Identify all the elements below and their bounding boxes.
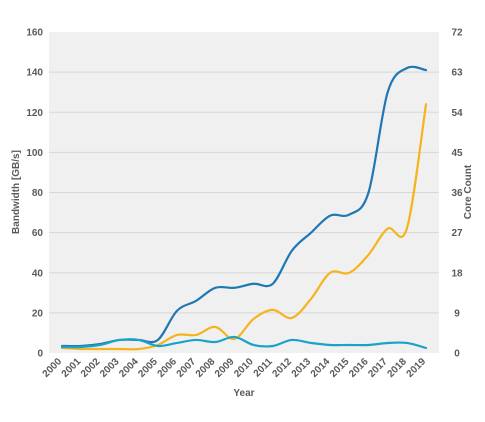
right-tick-label: 18 bbox=[451, 268, 463, 279]
x-tick-label: 2012 bbox=[271, 356, 295, 380]
x-tick-label: 2000 bbox=[41, 356, 65, 380]
right-tick-label: 45 bbox=[451, 148, 463, 159]
series-line-2 bbox=[60, 103, 428, 351]
x-axis-title: Year bbox=[233, 388, 254, 399]
left-tick-label: 120 bbox=[26, 108, 43, 119]
series-lines bbox=[60, 65, 428, 351]
left-tick-label: 100 bbox=[26, 148, 43, 159]
x-tick-label: 2002 bbox=[79, 356, 103, 380]
left-tick-label: 80 bbox=[32, 188, 44, 199]
right-tick-label: 54 bbox=[451, 108, 463, 119]
series-line-3 bbox=[60, 335, 428, 350]
x-tick-label: 2018 bbox=[385, 356, 409, 380]
x-tick-label: 2010 bbox=[232, 356, 256, 380]
right-tick-label: 27 bbox=[451, 228, 463, 239]
x-tick-label: 2003 bbox=[98, 356, 122, 380]
right-axis-ticks: 0 9 18 27 36 45 54 63 72 bbox=[451, 28, 463, 360]
right-tick-label: 63 bbox=[451, 68, 463, 79]
left-axis-ticks: 0 20 40 60 80 100 120 140 160 bbox=[26, 28, 43, 360]
left-tick-label: 160 bbox=[26, 28, 43, 39]
right-tick-label: 9 bbox=[454, 308, 460, 319]
x-tick-label: 2001 bbox=[60, 356, 84, 380]
x-tick-label: 2005 bbox=[136, 356, 160, 380]
left-tick-label: 20 bbox=[32, 308, 44, 319]
right-tick-label: 0 bbox=[454, 349, 460, 360]
left-tick-label: 0 bbox=[37, 349, 43, 360]
x-tick-label: 2014 bbox=[309, 356, 333, 380]
x-tick-label: 2007 bbox=[175, 356, 199, 380]
x-axis-ticks: 2000200120022003200420052006200720082009… bbox=[41, 356, 429, 380]
grid-lines bbox=[49, 71, 439, 314]
x-tick-label: 2009 bbox=[213, 356, 237, 380]
y2-axis-title: Core Count bbox=[463, 164, 474, 219]
left-tick-label: 40 bbox=[32, 268, 44, 279]
x-tick-label: 2008 bbox=[194, 356, 218, 380]
x-tick-label: 2006 bbox=[156, 356, 180, 380]
x-tick-label: 2016 bbox=[347, 356, 371, 380]
x-tick-label: 2015 bbox=[328, 356, 352, 380]
x-tick-label: 2017 bbox=[366, 356, 390, 380]
y-axis-title: Bandwidth [GB/s] bbox=[11, 150, 22, 234]
x-tick-label: 2011 bbox=[252, 356, 275, 379]
left-tick-label: 140 bbox=[26, 68, 43, 79]
x-tick-label: 2019 bbox=[405, 356, 429, 380]
x-tick-label: 2004 bbox=[117, 356, 141, 380]
x-tick-label: 2013 bbox=[290, 356, 314, 380]
left-tick-label: 60 bbox=[32, 228, 44, 239]
right-tick-label: 36 bbox=[451, 188, 463, 199]
right-tick-label: 72 bbox=[451, 28, 463, 39]
